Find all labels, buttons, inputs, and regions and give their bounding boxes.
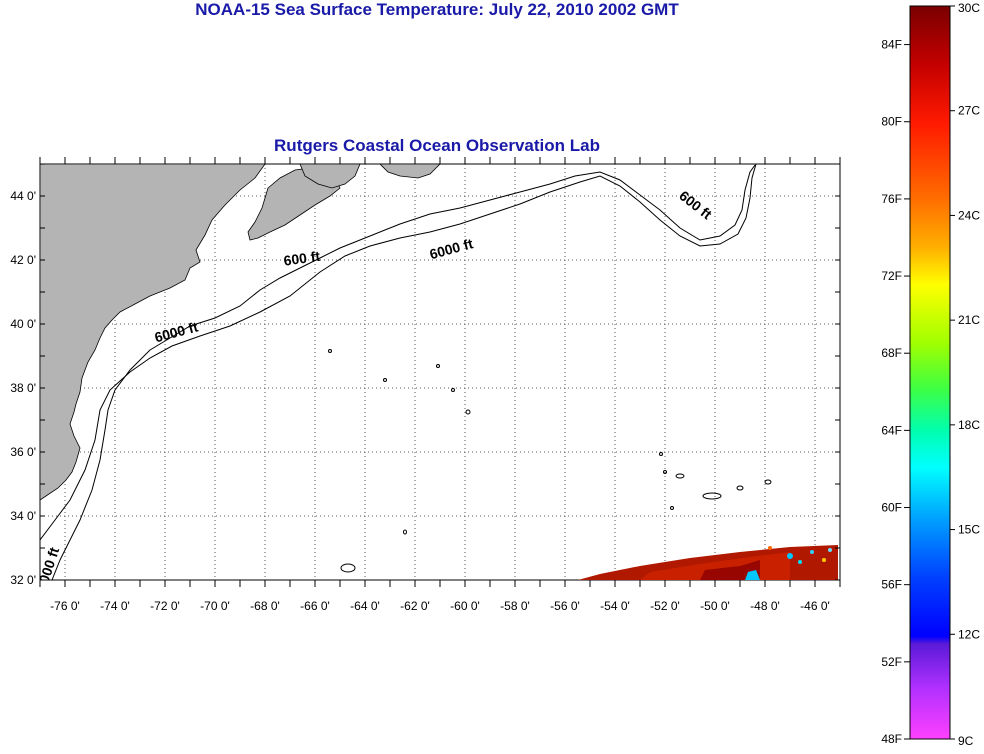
lat-tick-label: 40 0' — [10, 317, 36, 331]
celsius-label: 27C — [958, 104, 980, 118]
lon-tick-label: -46 0' — [800, 599, 830, 613]
lon-tick-label: -74 0' — [100, 599, 130, 613]
fahrenheit-label: 80F — [881, 115, 902, 129]
fahrenheit-label: 76F — [881, 192, 902, 206]
celsius-label: 12C — [958, 627, 980, 641]
fahrenheit-label: 64F — [881, 423, 902, 437]
lon-tick-label: -50 0' — [700, 599, 730, 613]
colorbar-labels: 84F 80F 76F 72F 68F 64F 60F 56F 52F 48F 30C 27C 24C 2… — [881, 1, 980, 748]
depth-contours — [40, 164, 772, 580]
lon-tick-label: -60 0' — [450, 599, 480, 613]
lon-tick-label: -66 0' — [300, 599, 330, 613]
lon-tick-label: -76 0' — [50, 599, 80, 613]
fahrenheit-label: 68F — [881, 346, 902, 360]
celsius-label: 15C — [958, 523, 980, 537]
lat-tick-label: 34 0' — [10, 509, 36, 523]
chart-title: NOAA-15 Sea Surface Temperature: July 22… — [195, 0, 679, 19]
celsius-label: 9C — [958, 734, 974, 748]
lat-tick-label: 44 0' — [10, 189, 36, 203]
lon-tick-label: -54 0' — [600, 599, 630, 613]
chart-subtitle: Rutgers Coastal Ocean Observation Lab — [274, 136, 600, 155]
lat-tick-label: 38 0' — [10, 381, 36, 395]
fahrenheit-label: 72F — [881, 269, 902, 283]
axis-tick-labels: -76 0' -74 0' -72 0' -70 0' -68 0' -66 0' -64 … — [10, 157, 841, 613]
celsius-label: 24C — [958, 208, 980, 222]
lat-tick-label: 36 0' — [10, 445, 36, 459]
fahrenheit-label: 48F — [881, 732, 902, 746]
lon-tick-label: -52 0' — [650, 599, 680, 613]
lon-tick-label: -64 0' — [350, 599, 380, 613]
contour-label: 600 ft — [283, 248, 322, 269]
fahrenheit-label: 56F — [881, 578, 902, 592]
lon-tick-label: -58 0' — [500, 599, 530, 613]
lon-tick-label: -56 0' — [550, 599, 580, 613]
lon-tick-label: -70 0' — [200, 599, 230, 613]
celsius-label: 30C — [958, 1, 980, 15]
lon-tick-label: -62 0' — [400, 599, 430, 613]
lon-tick-label: -68 0' — [250, 599, 280, 613]
fahrenheit-label: 52F — [881, 655, 902, 669]
lon-tick-label: -72 0' — [150, 599, 180, 613]
fahrenheit-label: 84F — [881, 38, 902, 52]
land-mass — [40, 164, 441, 501]
graticule — [40, 164, 840, 580]
temperature-colorbar — [909, 5, 951, 740]
celsius-label: 21C — [958, 313, 980, 327]
sst-data-swath — [578, 545, 838, 580]
lon-tick-label: -48 0' — [750, 599, 780, 613]
lat-tick-label: 42 0' — [10, 253, 36, 267]
celsius-label: 18C — [958, 418, 980, 432]
lat-tick-label: 32 0' — [10, 573, 36, 587]
fahrenheit-label: 60F — [881, 501, 902, 515]
